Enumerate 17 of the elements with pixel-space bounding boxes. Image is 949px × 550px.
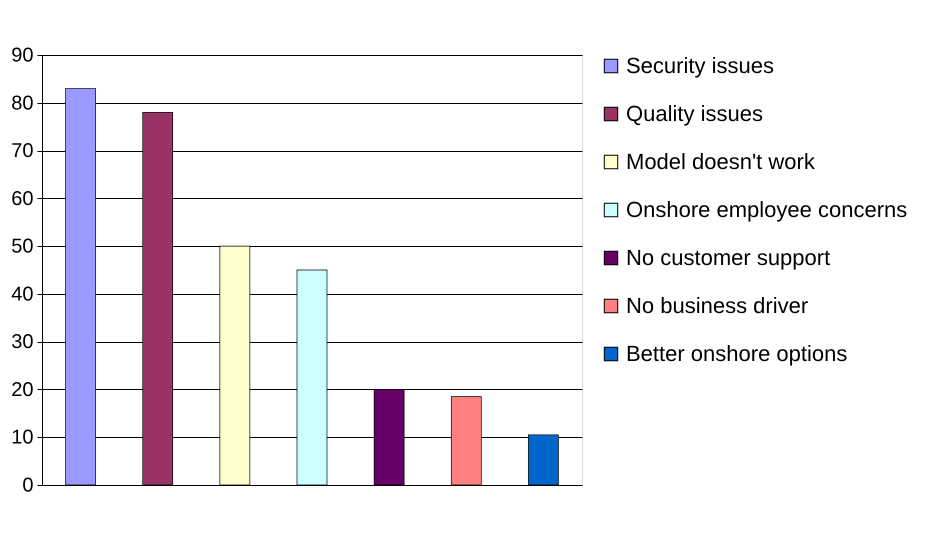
y-tick-label: 60 [11, 188, 34, 210]
legend-label: No business driver [626, 293, 808, 318]
y-tick-label: 20 [11, 378, 34, 401]
legend-label: No customer support [626, 245, 830, 270]
legend-label: Quality issues [626, 101, 763, 126]
y-tick-label: 40 [11, 283, 34, 306]
y-tick-label: 30 [11, 331, 34, 354]
y-tick-label: 50 [11, 236, 34, 258]
legend-label: Onshore employee concerns [626, 197, 908, 222]
y-tick-label: 70 [11, 140, 34, 162]
y-tick-label: 80 [11, 92, 34, 114]
y-tick-label: 10 [11, 426, 34, 449]
y-tick-label: 90 [11, 44, 34, 66]
y-tick-label: 0 [22, 474, 34, 496]
legend-label: Security issues [626, 53, 774, 78]
legend-label: Better onshore options [626, 341, 848, 366]
legend-label: Model doesn't work [626, 149, 816, 174]
